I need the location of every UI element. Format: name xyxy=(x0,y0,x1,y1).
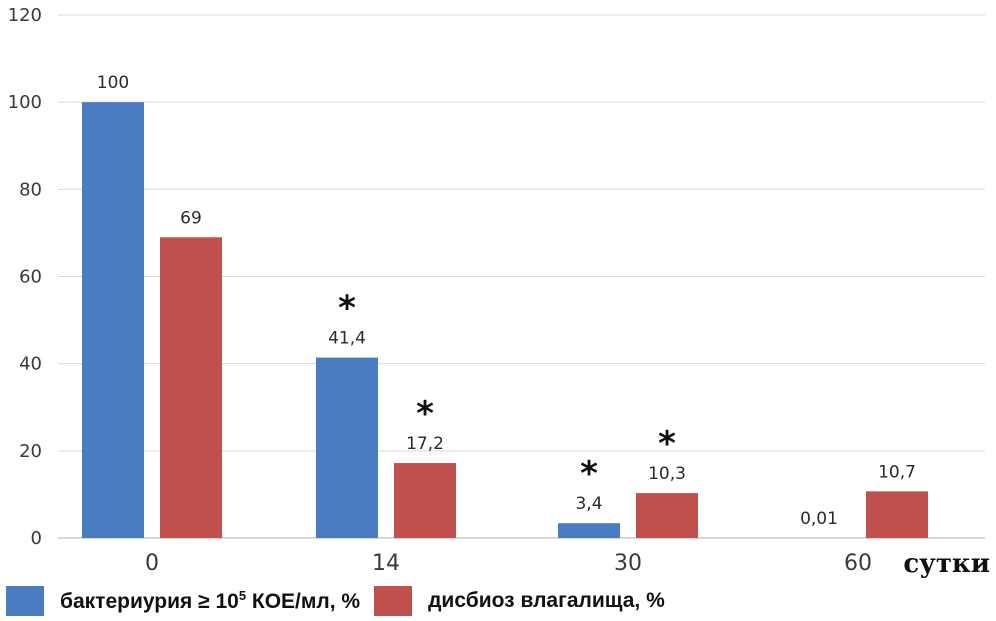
legend-label-bacteriuria: бактериурия ≥ 105 КОЕ/мл, % xyxy=(60,588,361,613)
bar xyxy=(160,237,222,538)
y-tick-label: 80 xyxy=(19,179,42,200)
x-axis-ticks: 0 14 30 60 xyxy=(145,551,872,576)
significance-marker: * xyxy=(416,394,434,434)
legend-swatch-bacteriuria xyxy=(6,586,44,616)
significance-marker: * xyxy=(658,424,676,464)
x-axis-unit-label: сутки xyxy=(903,549,990,579)
x-tick-label: 0 xyxy=(145,551,159,576)
legend-item-dysbiosis: дисбиоз влагалища, % xyxy=(374,586,665,616)
data-label: 0,01 xyxy=(800,509,838,529)
data-label: 3,4 xyxy=(575,494,602,514)
data-label: 17,2 xyxy=(406,434,444,454)
y-tick-label: 120 xyxy=(8,5,42,26)
y-tick-label: 0 xyxy=(31,528,42,549)
bar xyxy=(394,463,456,538)
significance-marker: * xyxy=(580,454,598,494)
bar xyxy=(558,523,620,538)
bar xyxy=(866,491,928,538)
y-tick-label: 40 xyxy=(19,354,42,375)
x-tick-label: 60 xyxy=(844,551,872,576)
x-tick-label: 30 xyxy=(614,551,642,576)
y-tick-label: 20 xyxy=(19,441,42,462)
bar xyxy=(636,493,698,538)
y-axis-ticks: 0 20 40 60 80 100 120 xyxy=(8,5,42,549)
legend: бактериурия ≥ 105 КОЕ/мл, % дисбиоз влаг… xyxy=(6,585,679,617)
data-label: 100 xyxy=(97,73,129,93)
data-label: 69 xyxy=(180,208,202,228)
data-label: 10,3 xyxy=(648,464,686,484)
legend-item-bacteriuria: бактериурия ≥ 105 КОЕ/мл, % xyxy=(6,586,360,616)
y-tick-label: 100 xyxy=(8,92,42,113)
data-label: 41,4 xyxy=(328,329,366,349)
y-tick-label: 60 xyxy=(19,267,42,288)
bar xyxy=(82,102,144,539)
significance-marker: * xyxy=(338,289,356,329)
data-label: 10,7 xyxy=(878,462,916,482)
x-tick-label: 14 xyxy=(372,551,400,576)
legend-label-dysbiosis: дисбиоз влагалища, % xyxy=(428,589,665,612)
legend-swatch-dysbiosis xyxy=(374,586,413,616)
bar xyxy=(316,357,378,538)
bars xyxy=(82,102,928,539)
